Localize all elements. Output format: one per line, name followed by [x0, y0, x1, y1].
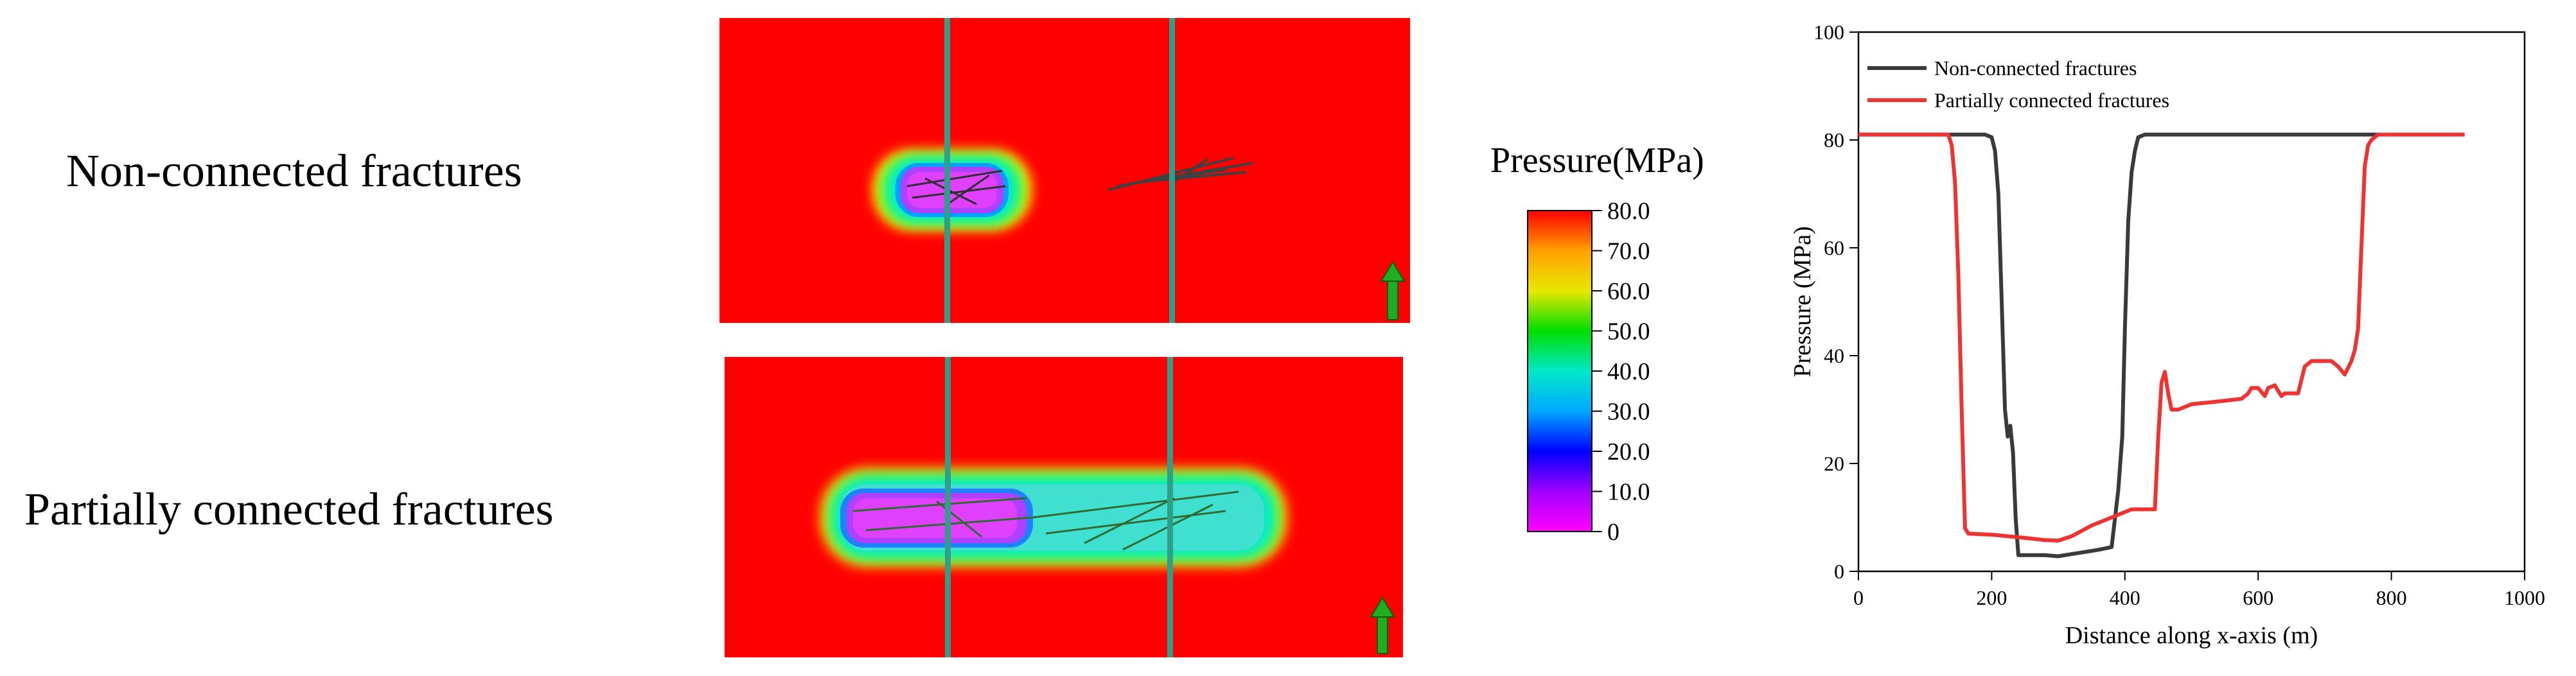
colorbar-tick-label: 40.0	[1607, 358, 1650, 385]
colorbar-tick-label: 60.0	[1607, 278, 1650, 305]
pressure-profile-chart: 0 200 400 600 800 1000 0 20 40 60 80 100 Distance al…	[1789, 21, 2545, 649]
legend-label: Partially connected fractures	[1934, 89, 2169, 112]
x-tick-label: 1000	[2504, 586, 2545, 609]
x-tick-label: 400	[2110, 586, 2140, 609]
well-line-2	[1167, 357, 1173, 657]
series-line-non-connected	[1858, 132, 2378, 559]
y-axis-label: Pressure (MPa)	[1789, 226, 1816, 377]
colorbar-tick-label: 0	[1607, 519, 1619, 546]
fracture-traces-left	[906, 169, 1006, 205]
y-tick-label: 0	[1834, 560, 1844, 583]
colorbar-title: Pressure(MPa)	[1490, 141, 1704, 180]
x-tick-label: 200	[1976, 586, 2007, 609]
y-tick-label: 60	[1824, 236, 1844, 259]
pressure-field-partially-connected	[725, 357, 1403, 657]
pressure-field-non-connected	[719, 18, 1410, 323]
x-tick-label: 600	[2243, 586, 2273, 609]
colorbar-tick-label: 10.0	[1607, 479, 1650, 506]
x-tick-label: 800	[2376, 586, 2407, 609]
legend-label: Non-connected fractures	[1934, 56, 2137, 80]
colorbar-tick-label: 20.0	[1607, 438, 1650, 465]
row-label-non-connected: Non-connected fractures	[66, 145, 522, 196]
north-arrow-icon	[1380, 261, 1406, 320]
north-arrow-icon	[1370, 596, 1395, 654]
series-line-partially-connected	[1858, 132, 2465, 543]
colorbar-tick-label: 50.0	[1607, 318, 1650, 345]
depletion-zone-left	[872, 150, 1032, 230]
colorbar-tick-label: 80.0	[1607, 198, 1650, 225]
well-line-1	[944, 18, 950, 323]
colorbar-gradient	[1527, 210, 1592, 532]
plot-frame	[1857, 31, 2526, 573]
y-tick-label: 40	[1824, 344, 1844, 367]
depletion-zone	[821, 469, 1286, 566]
colorbar-tick-label: 30.0	[1607, 399, 1650, 426]
pressure-colorbar: Pressure(MPa) 80.0 70.0 60.0 50.0 40.0 30.0 20…	[1490, 141, 1704, 546]
well-line-2	[1169, 18, 1175, 323]
colorbar-tick-label: 70.0	[1607, 238, 1650, 265]
fracture-traces	[852, 490, 1239, 551]
y-tick-label: 20	[1824, 452, 1844, 475]
field-background	[719, 18, 1410, 323]
y-tick-label: 80	[1824, 128, 1844, 152]
y-tick-label: 100	[1813, 21, 1844, 44]
row-label-partially-connected: Partially connected fractures	[24, 483, 554, 535]
x-axis-label: Distance along x-axis (m)	[2065, 622, 2318, 649]
x-tick-label: 0	[1853, 586, 1864, 609]
well-line-1	[945, 357, 951, 657]
